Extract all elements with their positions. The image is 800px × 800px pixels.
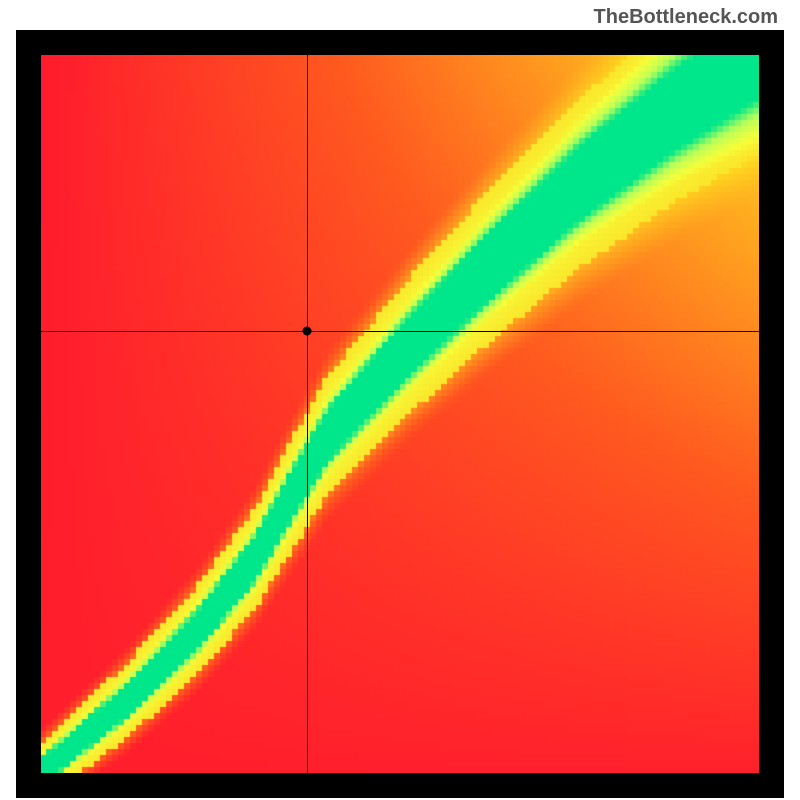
root-container: TheBottleneck.com: [0, 0, 800, 800]
plot-outer-border: [16, 30, 784, 798]
heatmap-canvas: [41, 55, 759, 773]
watermark-text: TheBottleneck.com: [594, 6, 778, 29]
crosshair-marker: [302, 327, 311, 336]
crosshair-horizontal: [41, 331, 759, 332]
crosshair-vertical: [307, 55, 308, 773]
